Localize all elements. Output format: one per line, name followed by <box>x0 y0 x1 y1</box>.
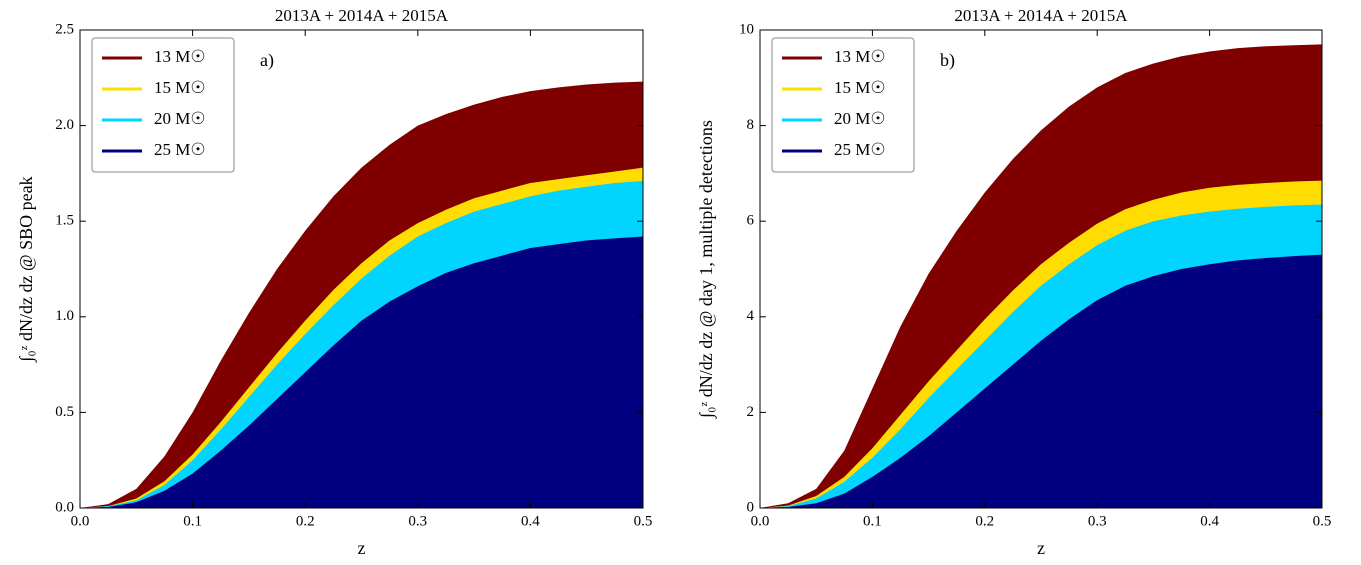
legend-label: 25 M☉ <box>154 140 206 159</box>
legend-label: 15 M☉ <box>154 78 206 97</box>
legend-label: 20 M☉ <box>834 109 886 128</box>
y-tick-label: 1.0 <box>55 308 74 324</box>
x-tick-label: 0.4 <box>1200 513 1219 529</box>
x-tick-label: 0.3 <box>408 513 427 529</box>
plot-frame <box>79 29 644 509</box>
y-tick-label: 10 <box>739 21 754 37</box>
legend-box <box>91 37 235 173</box>
y-tick-label: 6 <box>747 213 755 229</box>
annotation: b) <box>940 50 955 71</box>
y-axis-label: ∫₀ᶻ dN/dz dz @ day 1, multiple detection… <box>696 120 717 419</box>
x-tick-label: 0.4 <box>521 513 540 529</box>
legend-box <box>771 37 915 173</box>
area <box>80 236 643 508</box>
x-tick-label: 0.0 <box>71 513 90 529</box>
y-tick-label: 2.5 <box>55 21 74 37</box>
legend-label: 20 M☉ <box>154 109 206 128</box>
x-axis-label: z <box>1037 538 1045 558</box>
y-tick-label: 0.5 <box>55 404 74 420</box>
x-tick-label: 0.0 <box>751 513 770 529</box>
legend-label: 13 M☉ <box>154 47 206 66</box>
annotation: a) <box>260 50 274 71</box>
y-tick-label: 0.0 <box>55 499 74 515</box>
y-tick-label: 4 <box>747 308 755 324</box>
x-tick-label: 0.5 <box>634 513 653 529</box>
x-tick-label: 0.1 <box>863 513 882 529</box>
plot-frame <box>759 29 1323 509</box>
y-tick-label: 1.5 <box>55 213 74 229</box>
chart-title: 2013A + 2014A + 2015A <box>275 6 449 25</box>
x-axis-label: z <box>358 538 366 558</box>
y-tick-label: 2 <box>747 404 755 420</box>
y-tick-label: 8 <box>747 117 755 133</box>
legend-label: 25 M☉ <box>834 140 886 159</box>
y-axis-label: ∫₀ᶻ dN/dz dz @ SBO peak <box>16 176 37 362</box>
y-tick-label: 2.0 <box>55 117 74 133</box>
panel: 0.0 0.1 0.2 0.3 0.4 0.5 0.0 0.5 1.0 1.5 2.0 2.5 2013… <box>16 6 652 558</box>
area <box>760 254 1322 508</box>
x-tick-label: 0.1 <box>183 513 202 529</box>
panel: 0.0 0.1 0.2 0.3 0.4 0.5 0 2 4 6 8 10 2013A + 2014A +… <box>696 6 1331 558</box>
x-tick-label: 0.5 <box>1313 513 1332 529</box>
x-tick-label: 0.2 <box>975 513 994 529</box>
legend-label: 15 M☉ <box>834 78 886 97</box>
chart-title: 2013A + 2014A + 2015A <box>954 6 1128 25</box>
y-tick-label: 0 <box>747 499 755 515</box>
x-tick-label: 0.2 <box>296 513 315 529</box>
legend-label: 13 M☉ <box>834 47 886 66</box>
x-tick-label: 0.3 <box>1088 513 1107 529</box>
